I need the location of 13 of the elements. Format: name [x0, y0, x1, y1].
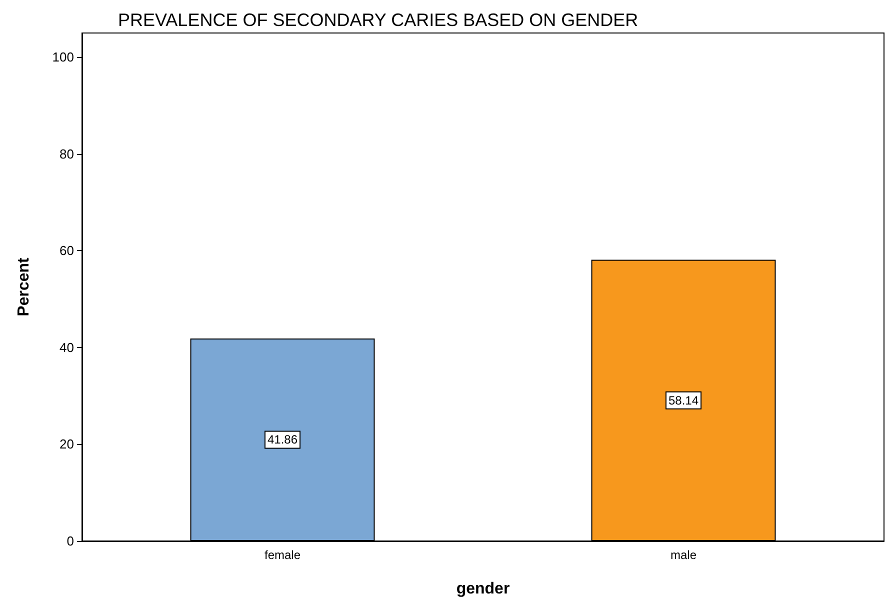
y-tick-label: 40 — [60, 340, 74, 355]
chart-title: PREVALENCE OF SECONDARY CARIES BASED ON GENDER — [118, 10, 638, 30]
y-tick-label: 100 — [52, 50, 74, 65]
y-tick-label: 0 — [66, 534, 74, 548]
x-tick-label: female — [264, 548, 301, 562]
y-tick-label: 20 — [60, 436, 74, 452]
y-tick-label: 60 — [60, 243, 74, 258]
x-tick-label: male — [670, 548, 697, 562]
y-axis-title: Percent — [16, 256, 32, 316]
data-label: 41.86 — [267, 432, 298, 447]
x-axis-title: gender — [456, 580, 510, 598]
data-label: 58.14 — [668, 393, 699, 408]
y-tick-label: 80 — [60, 146, 74, 162]
